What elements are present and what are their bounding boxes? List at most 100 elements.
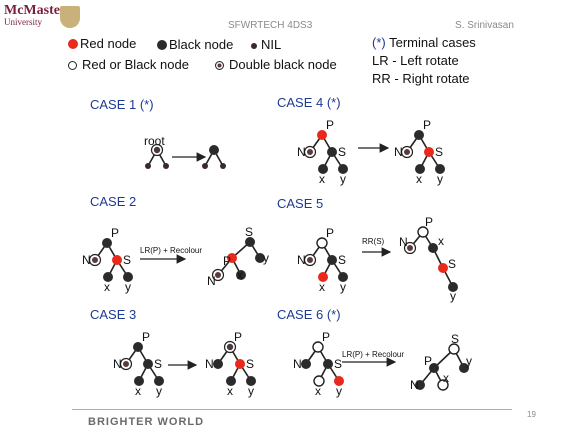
- node-label-S: S: [338, 145, 346, 159]
- black-node-swatch: [157, 40, 167, 50]
- node-label-N: N: [297, 253, 306, 267]
- page-number: 19: [527, 410, 536, 419]
- node-label-P: P: [424, 354, 432, 368]
- node-label-root: root: [144, 134, 165, 148]
- double-black-node-core: [92, 257, 98, 263]
- node-label-x: x: [438, 234, 444, 248]
- node-label-x: x: [104, 280, 110, 294]
- case-5-title: CASE 5: [277, 196, 324, 211]
- node-label-S: S: [334, 357, 342, 371]
- node-label-y: y: [450, 289, 456, 303]
- case-2-title: CASE 2: [90, 194, 137, 209]
- double-black-node-core: [307, 149, 313, 155]
- case-6-title: CASE 6 (*): [277, 307, 341, 322]
- red-node: [318, 272, 328, 282]
- case-3-title: CASE 3: [90, 307, 137, 322]
- red-node: [317, 130, 327, 140]
- red-or-black-node: [312, 341, 324, 353]
- author-name: S. Srinivasan: [455, 20, 514, 31]
- black-node: [103, 272, 113, 282]
- double-black-node-core: [215, 272, 221, 278]
- nil-swatch: [251, 43, 257, 49]
- footer-rule: [72, 409, 512, 410]
- node-label-x: x: [416, 172, 422, 186]
- node-label-S: S: [435, 145, 443, 159]
- footer-brand: BRIGHTER WORLD: [88, 416, 205, 428]
- double-black-node-core: [404, 149, 410, 155]
- red-node: [438, 263, 448, 273]
- case-1-title: CASE 1 (*): [90, 97, 154, 112]
- red-node-swatch: [68, 39, 78, 49]
- red-or-black-node: [417, 226, 429, 238]
- black-node: [213, 359, 223, 369]
- logo-sub: University: [4, 17, 42, 27]
- node-label-N: N: [399, 235, 408, 249]
- node-label-y: y: [125, 280, 131, 294]
- node-label-S: S: [245, 225, 253, 239]
- node-label-P: P: [326, 226, 334, 240]
- node-label-y: y: [466, 354, 472, 368]
- legend-nil: NIL: [261, 37, 282, 52]
- red-or-black-node: [437, 379, 449, 391]
- black-node: [236, 270, 246, 280]
- node-label-S: S: [154, 357, 162, 371]
- black-node: [428, 243, 438, 253]
- black-node: [435, 164, 445, 174]
- node-label-P: P: [223, 254, 231, 268]
- node-label-x: x: [237, 268, 243, 282]
- legend-red-or-black: Red or Black node: [82, 57, 189, 72]
- node-label-S: S: [246, 357, 254, 371]
- black-node: [154, 376, 164, 386]
- double-black-swatch: [215, 61, 224, 70]
- red-node: [112, 255, 122, 265]
- operation-label: RR(S): [362, 237, 385, 246]
- black-node: [301, 359, 311, 369]
- black-node: [209, 145, 219, 155]
- node-label-S: S: [123, 253, 131, 267]
- red-node: [235, 359, 245, 369]
- black-node: [123, 272, 133, 282]
- black-node: [226, 376, 236, 386]
- node-label-N: N: [410, 378, 419, 392]
- black-node: [415, 380, 425, 390]
- node-label-P: P: [111, 226, 119, 240]
- node-label-x: x: [227, 384, 233, 398]
- black-node: [323, 359, 333, 369]
- node-label-x: x: [443, 371, 449, 385]
- node-label-S: S: [448, 257, 456, 271]
- node-label-y: y: [340, 280, 346, 294]
- node-label-y: y: [340, 172, 346, 186]
- black-node: [143, 359, 153, 369]
- node-label-P: P: [326, 118, 334, 132]
- node-label-y: y: [336, 384, 342, 398]
- red-or-black-node: [316, 237, 328, 249]
- nil-node: [145, 163, 151, 169]
- node-label-P: P: [234, 330, 242, 344]
- logo-name: McMaster: [4, 3, 67, 18]
- black-node: [338, 164, 348, 174]
- double-black-node-core: [307, 257, 313, 263]
- black-node: [255, 253, 265, 263]
- black-node: [318, 164, 328, 174]
- node-label-N: N: [293, 357, 302, 371]
- node-label-S: S: [451, 332, 459, 346]
- black-node: [448, 282, 458, 292]
- node-label-P: P: [425, 215, 433, 229]
- node-label-N: N: [207, 274, 216, 288]
- nil-node: [220, 163, 226, 169]
- black-node: [245, 237, 255, 247]
- black-node: [134, 376, 144, 386]
- red-or-black-swatch: [68, 61, 77, 70]
- black-node: [415, 164, 425, 174]
- case-4-title: CASE 4 (*): [277, 95, 341, 110]
- red-node: [227, 253, 237, 263]
- node-label-N: N: [205, 357, 214, 371]
- double-black-node-core: [123, 361, 129, 367]
- black-node: [338, 272, 348, 282]
- double-black-node-core: [407, 245, 413, 251]
- black-node: [133, 342, 143, 352]
- node-label-x: x: [135, 384, 141, 398]
- node-label-N: N: [394, 145, 403, 159]
- node-label-y: y: [263, 251, 269, 265]
- node-label-y: y: [156, 384, 162, 398]
